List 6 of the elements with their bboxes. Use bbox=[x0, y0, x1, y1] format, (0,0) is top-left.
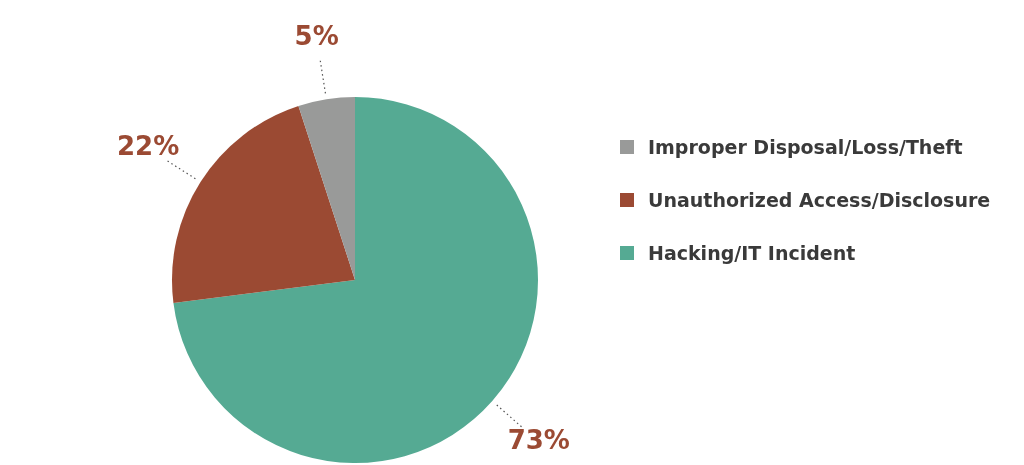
data-label: 73% bbox=[507, 424, 570, 455]
legend-label: Improper Disposal/Loss/Theft bbox=[648, 135, 963, 158]
legend-label: Unauthorized Access/Disclosure bbox=[648, 188, 991, 211]
legend-label: Hacking/IT Incident bbox=[648, 241, 856, 264]
data-label: 22% bbox=[117, 131, 180, 162]
data-label: 5% bbox=[294, 20, 339, 51]
